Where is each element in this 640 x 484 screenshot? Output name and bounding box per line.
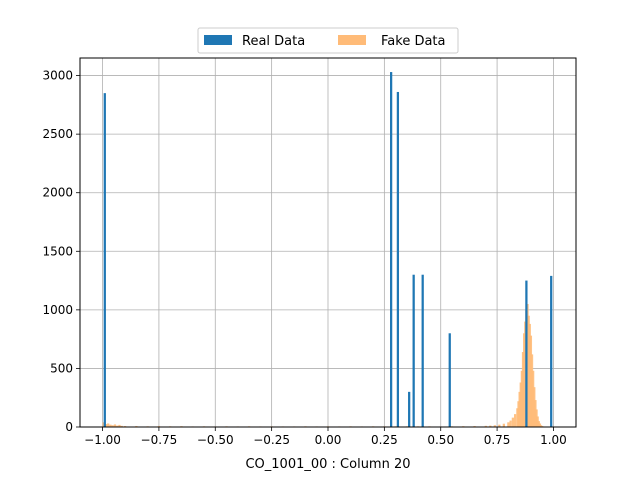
y-tick-label-4: 2000 bbox=[42, 186, 73, 200]
x-tick-label-0: −1.00 bbox=[84, 433, 121, 447]
y-tick-label-1: 500 bbox=[50, 361, 73, 375]
x-tick-label-3: −0.25 bbox=[253, 433, 290, 447]
real-data-bar-3 bbox=[408, 392, 410, 427]
fake-data-bar-46 bbox=[507, 422, 509, 427]
fake-data-bar-2 bbox=[107, 423, 109, 427]
x-axis-label: CO_1001_00 : Column 20 bbox=[245, 457, 410, 472]
y-tick-label-3: 1500 bbox=[42, 244, 73, 258]
legend-swatch-fake-data bbox=[338, 35, 366, 45]
legend-label-real-data: Real Data bbox=[242, 34, 305, 49]
x-tick-label-4: 0.00 bbox=[315, 433, 342, 447]
real-data-bar-4 bbox=[413, 275, 415, 427]
real-data-bar-5 bbox=[422, 275, 424, 427]
x-tick-label-7: 0.75 bbox=[484, 433, 511, 447]
x-tick-label-8: 1.00 bbox=[540, 433, 567, 447]
real-data-bar-8 bbox=[550, 276, 552, 427]
fake-data-bar-47 bbox=[509, 421, 511, 427]
y-tick-label-5: 2500 bbox=[42, 127, 73, 141]
y-tick-label-6: 3000 bbox=[42, 69, 73, 83]
legend: Real Data Fake Data bbox=[198, 28, 458, 53]
y-tick-label-0: 0 bbox=[65, 420, 73, 434]
real-data-bar-1 bbox=[390, 72, 392, 427]
fake-data-bar-49 bbox=[514, 414, 516, 427]
x-tick-label-5: 0.25 bbox=[371, 433, 398, 447]
x-tick-label-2: −0.50 bbox=[197, 433, 234, 447]
real-data-bar-2 bbox=[397, 92, 399, 427]
legend-swatch-real-data bbox=[204, 35, 232, 45]
x-tick-label-6: 0.50 bbox=[427, 433, 454, 447]
real-data-bar-6 bbox=[449, 333, 451, 427]
real-data-bar-0 bbox=[104, 93, 106, 427]
y-tick-label-2: 1000 bbox=[42, 303, 73, 317]
x-tick-label-1: −0.75 bbox=[141, 433, 178, 447]
fake-data-bar-48 bbox=[512, 418, 514, 427]
real-data-bar-7 bbox=[525, 281, 527, 427]
legend-label-fake-data: Fake Data bbox=[381, 34, 446, 49]
